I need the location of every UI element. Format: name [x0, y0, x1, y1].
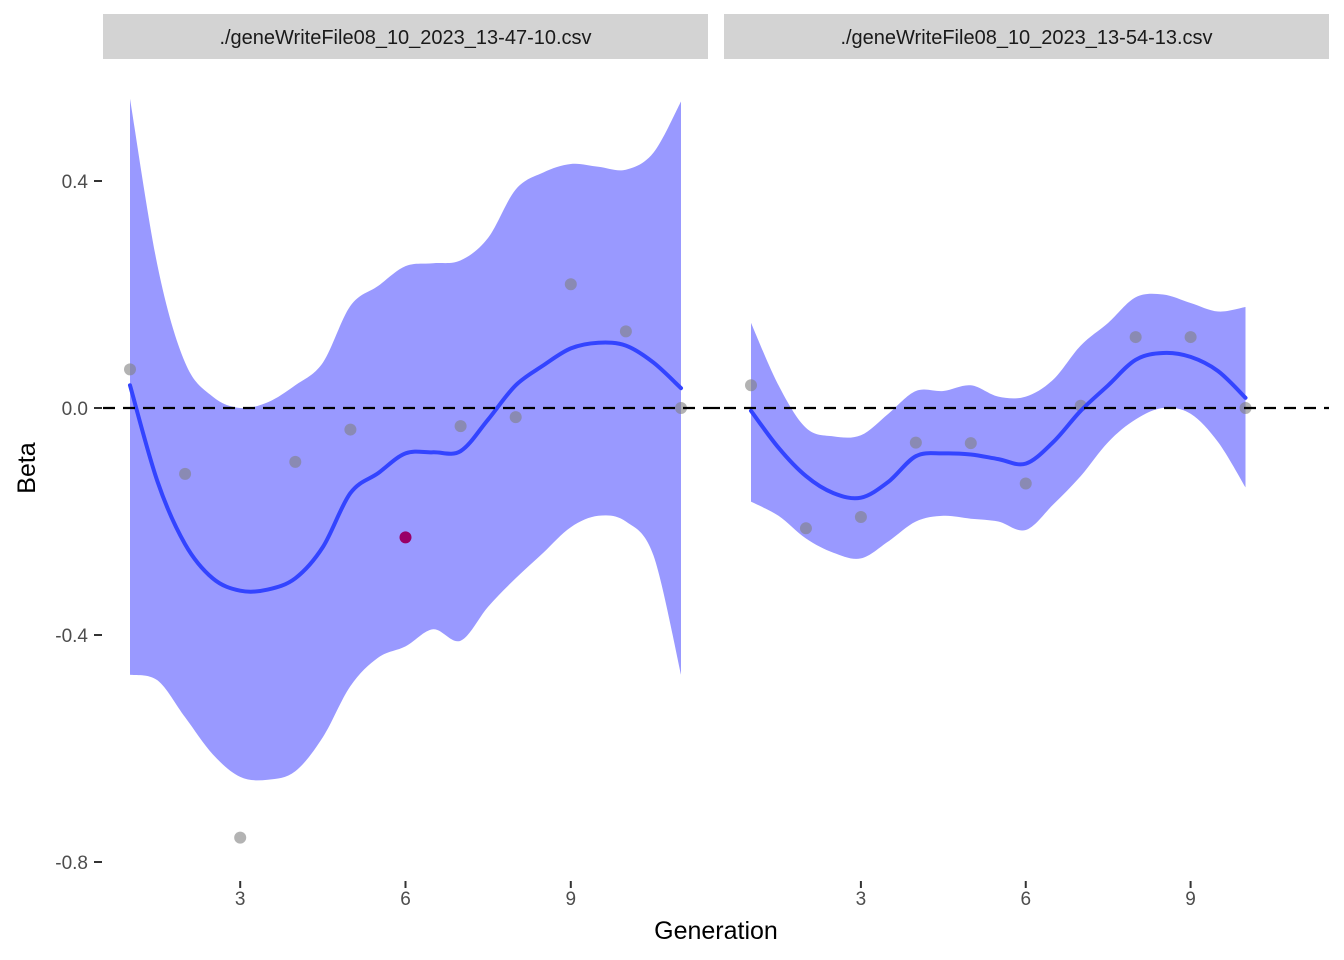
- data-point: [344, 423, 357, 436]
- y-tick-label: -0.8: [55, 853, 88, 874]
- data-point: [124, 363, 136, 376]
- smooth-line: [749, 350, 1248, 501]
- y-axis-title: Beta: [13, 442, 41, 494]
- y-axis: 0.4 0.0 -0.4 -0.8: [55, 172, 102, 874]
- data-point: [234, 831, 247, 844]
- x-axis-title: Generation: [654, 917, 778, 945]
- data-point: [179, 467, 192, 480]
- data-point: [564, 278, 577, 291]
- data-point: [619, 325, 632, 338]
- y-tick-label: 0.4: [62, 172, 89, 193]
- data-point: [854, 510, 867, 523]
- data-point: [745, 379, 757, 392]
- facet-strip-label: ./geneWriteFile08_10_2023_13-47-10.csv: [219, 27, 591, 49]
- data-point: [964, 437, 977, 450]
- facet-strip: [103, 14, 708, 59]
- facet-strip-label: ./geneWriteFile08_10_2023_13-54-13.csv: [840, 27, 1212, 49]
- panels: ./geneWriteFile08_10_2023_13-47-10.csv ./…: [103, 14, 1329, 844]
- data-point: [509, 411, 522, 424]
- confidence-ribbon: [130, 98, 681, 781]
- data-point: [909, 436, 922, 449]
- x-tick-label: 9: [1185, 889, 1196, 910]
- smooth-line: [128, 340, 683, 594]
- facet-panel: ./geneWriteFile08_10_2023_13-54-13.csv: [724, 14, 1329, 559]
- data-point: [1184, 331, 1197, 344]
- facet-panel: ./geneWriteFile08_10_2023_13-47-10.csv: [103, 14, 708, 844]
- x-axis: 3 6 9 3 6 9: [235, 881, 1196, 910]
- data-point: [799, 522, 812, 535]
- x-tick-label: 3: [235, 889, 246, 910]
- data-point: [289, 455, 302, 468]
- y-tick-label: -0.4: [55, 626, 88, 647]
- y-tick-label: 0.0: [62, 399, 88, 420]
- x-tick-label: 3: [856, 889, 867, 910]
- data-point: [1129, 331, 1142, 344]
- x-tick-label: 6: [400, 889, 411, 910]
- confidence-ribbon: [751, 293, 1246, 559]
- data-point: [675, 402, 687, 414]
- x-tick-label: 6: [1020, 889, 1031, 910]
- highlighted-data-point: [399, 531, 412, 544]
- facet-strip: [724, 14, 1329, 59]
- data-point: [454, 420, 467, 433]
- data-point: [1019, 477, 1032, 490]
- x-tick-label: 9: [566, 889, 577, 910]
